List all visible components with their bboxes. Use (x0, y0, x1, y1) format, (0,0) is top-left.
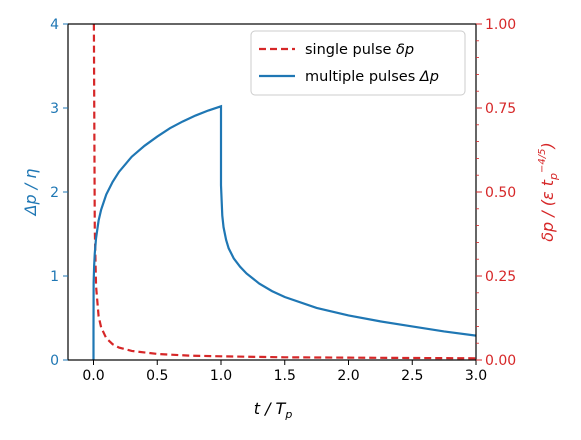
legend-label-multiple-pulses: multiple pulses Δp (305, 69, 439, 85)
x-axis-ticks: 0.0 0.5 1.0 1.5 2.0 2.5 3.0 (82, 360, 487, 384)
y-right-tick-label: 1.00 (485, 17, 516, 33)
y-right-axis-label: δp / (ε tp−4/5) (537, 142, 560, 241)
legend: single pulse δp multiple pulses Δp (250, 30, 466, 96)
x-tick-label: 1.0 (210, 368, 232, 384)
series-layer (92, 24, 476, 360)
y-left-axis-label: Δp / η (21, 169, 40, 218)
x-tick-label: 1.5 (274, 368, 296, 384)
x-tick-label: 2.0 (337, 368, 359, 384)
series-single-pulse-line (92, 24, 476, 360)
y-left-tick-label: 2 (50, 185, 59, 201)
y-left-tick-label: 0 (50, 353, 59, 369)
x-tick-label: 3.0 (465, 368, 487, 384)
x-axis-label: t / Tp (254, 399, 293, 421)
legend-box (250, 30, 466, 96)
y-right-tick-label: 0.75 (485, 101, 516, 117)
legend-label-single-pulse: single pulse δp (305, 42, 414, 58)
y-right-tick-label: 0.00 (485, 353, 516, 369)
series-multiple-pulses-line (92, 104, 476, 360)
y-left-tick-label: 4 (50, 17, 59, 33)
y-right-tick-label: 0.50 (485, 185, 516, 201)
y-right-axis-ticks: 0.00 0.25 0.50 0.75 1.00 (476, 17, 516, 369)
x-tick-label: 0.0 (82, 368, 104, 384)
y-left-tick-label: 3 (50, 101, 59, 117)
x-tick-label: 2.5 (401, 368, 423, 384)
y-left-axis-ticks: 0 1 2 3 4 (50, 17, 68, 369)
y-right-tick-label: 0.25 (485, 269, 516, 285)
y-left-tick-label: 1 (50, 269, 59, 285)
x-tick-label: 0.5 (146, 368, 168, 384)
